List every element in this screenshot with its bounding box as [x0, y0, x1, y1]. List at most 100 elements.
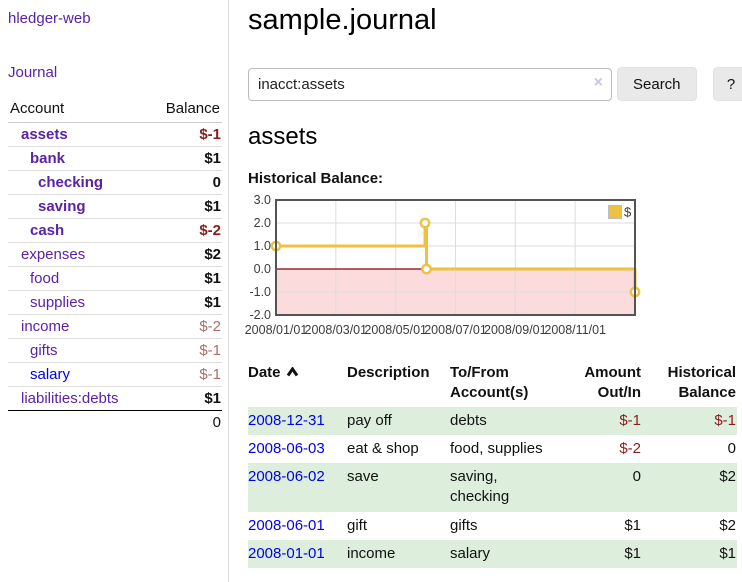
account-link-food[interactable]: food	[30, 270, 60, 287]
transaction-amount: $1	[624, 516, 641, 534]
transaction-date-link[interactable]: 2008-01-01	[248, 544, 325, 562]
svg-text:2008/11/01: 2008/11/01	[544, 323, 606, 337]
transaction-balance: 0	[727, 439, 736, 457]
accounts-total-row: 0	[8, 410, 222, 434]
sidebar-item-journal[interactable]: Journal	[8, 64, 58, 81]
account-balance: 0	[115, 170, 222, 195]
transaction-description: income	[347, 544, 396, 562]
register-header-accounts: To/From Account(s)	[450, 364, 529, 402]
clear-search-icon[interactable]: ×	[593, 73, 603, 91]
search-box: ×	[248, 67, 612, 101]
accounts-header-row: Account Balance	[8, 98, 222, 123]
account-link-gifts[interactable]: gifts	[30, 342, 58, 359]
account-balance: $1	[115, 386, 222, 411]
transaction-accounts: salary	[450, 544, 491, 562]
transaction-amount: $-2	[619, 439, 641, 457]
register-table: Date Description To/From Account(s) Amou…	[248, 360, 737, 568]
svg-text:1.0: 1.0	[254, 239, 271, 253]
transaction-balance: $2	[719, 468, 736, 485]
svg-text:3.0: 3.0	[254, 193, 271, 207]
chart-data-markers	[270, 217, 641, 298]
register-row: 2008-06-02 save saving, checking 0 $2	[248, 463, 737, 512]
account-balance: $-2	[115, 218, 222, 243]
transaction-description: save	[347, 468, 379, 485]
svg-text:2.0: 2.0	[254, 216, 271, 230]
search-form: × Search ?	[248, 67, 742, 101]
register-row: 2008-06-01 gift gifts $1 $2	[248, 512, 737, 540]
help-button[interactable]: ?	[712, 67, 742, 101]
chart-title: Historical Balance:	[248, 170, 384, 187]
account-link-cash[interactable]: cash	[30, 222, 65, 239]
accounts-header-balance: Balance	[115, 98, 222, 123]
svg-text:2008/01/01: 2008/01/01	[245, 323, 308, 337]
transaction-amount: 0	[632, 468, 641, 485]
chart-legend: $	[608, 205, 632, 220]
account-row: liabilities:debts $1	[8, 386, 222, 411]
account-link-expenses[interactable]: expenses	[21, 246, 86, 263]
account-link-salary[interactable]: salary	[30, 366, 71, 383]
app-title-link[interactable]: hledger-web	[8, 10, 91, 27]
svg-text:2008/09/01: 2008/09/01	[484, 323, 547, 337]
transaction-description: pay off	[347, 411, 392, 429]
account-link-liabilities-debts[interactable]: liabilities:debts	[21, 390, 119, 407]
svg-text:-2.0: -2.0	[249, 308, 271, 322]
sidebar-nav: Journal	[8, 64, 220, 81]
page-title: sample.journal	[248, 4, 437, 36]
register-row: 2008-12-31 pay off debts $-1 $-1	[248, 406, 737, 435]
transaction-accounts: saving, checking	[450, 468, 510, 506]
register-row: 2008-06-03 eat & shop food, supplies $-2…	[248, 435, 737, 463]
register-header-amount: Amount Out/In	[584, 364, 641, 402]
account-balance: $-1	[199, 126, 221, 143]
transaction-date-link[interactable]: 2008-06-03	[248, 439, 325, 457]
svg-text:-1.0: -1.0	[249, 285, 271, 299]
register-header-row: Date Description To/From Account(s) Amou…	[248, 360, 737, 407]
account-link-supplies[interactable]: supplies	[30, 294, 86, 311]
account-balance: $1	[115, 290, 222, 315]
search-input[interactable]	[248, 67, 612, 101]
account-link-income[interactable]: income	[21, 318, 70, 335]
transaction-balance: $2	[719, 516, 736, 534]
transaction-description: eat & shop	[347, 439, 419, 457]
chart-border	[275, 199, 636, 316]
account-link-checking[interactable]: checking	[38, 174, 104, 191]
account-row: bank $1	[8, 146, 222, 171]
account-row: saving $1	[8, 194, 222, 219]
account-link-assets[interactable]: assets	[21, 126, 68, 143]
legend-swatch	[608, 205, 622, 219]
account-row: salary $-1	[8, 362, 222, 387]
transaction-accounts: food, supplies	[450, 439, 543, 457]
accounts-header-account: Account	[8, 98, 115, 123]
account-row: supplies $1	[8, 290, 222, 315]
account-link-bank[interactable]: bank	[30, 150, 66, 167]
transaction-amount: $1	[624, 544, 641, 562]
chart-gridlines	[276, 200, 635, 315]
transaction-date-link[interactable]: 2008-06-02	[248, 468, 325, 485]
account-row: cash $-2	[8, 218, 222, 243]
account-row: food $1	[8, 266, 222, 291]
account-row: checking 0	[8, 170, 222, 195]
svg-text:2008/05/01: 2008/05/01	[364, 323, 427, 337]
app-title: hledger-web	[8, 10, 220, 27]
register-header-balance: Historical Balance	[667, 364, 736, 402]
account-balance: $-1	[115, 362, 222, 387]
register-header-date[interactable]: Date	[248, 360, 347, 407]
account-row: assets $-1	[8, 123, 222, 147]
account-balance: $2	[115, 242, 222, 267]
search-button[interactable]: Search	[617, 67, 697, 101]
account-row: gifts $-1	[8, 338, 222, 363]
account-balance: $1	[115, 146, 222, 171]
chart-y-axis: 3.0 2.0 1.0 0.0 -1.0 -2.0	[249, 193, 271, 322]
transaction-accounts: gifts	[450, 516, 478, 534]
transaction-balance: $-1	[714, 411, 736, 429]
historical-balance-chart: $ 3.0 2.0 1.0 0.0 -1.0 -2.0 2008/01/01 2…	[245, 193, 641, 337]
transaction-date-link[interactable]: 2008-06-01	[248, 516, 325, 534]
transaction-amount: $-1	[619, 411, 641, 429]
transaction-balance: $1	[719, 544, 736, 562]
account-balance: $-2	[115, 314, 222, 339]
account-balance: $-1	[115, 338, 222, 363]
svg-text:0.0: 0.0	[254, 262, 271, 276]
account-link-saving[interactable]: saving	[38, 198, 86, 215]
transaction-date-link[interactable]: 2008-12-31	[248, 411, 325, 429]
transaction-accounts: debts	[450, 411, 487, 429]
